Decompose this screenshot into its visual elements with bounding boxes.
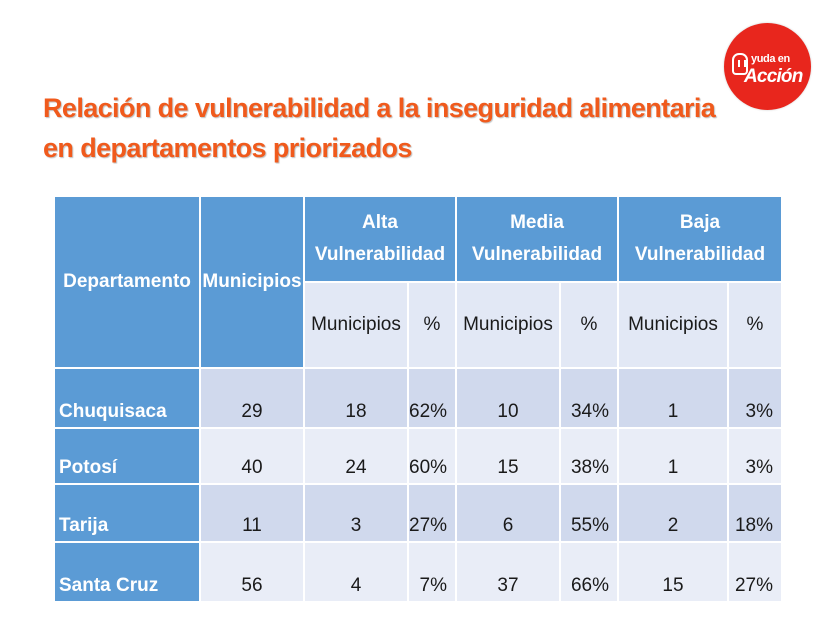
cell-alta-pct: 27% xyxy=(407,483,457,543)
title-line-2: en departamentos priorizados xyxy=(43,133,412,163)
cell-municipios: 11 xyxy=(199,483,305,543)
header-media-vulnerabilidad: Media Vulnerabilidad xyxy=(455,195,619,283)
cell-departamento: Chuquisaca xyxy=(53,367,201,429)
cell-alta-pct: 60% xyxy=(407,427,457,485)
header-departamento: Departamento xyxy=(53,195,201,369)
hand-icon xyxy=(732,53,748,75)
header-media-line-1: Media xyxy=(510,212,564,233)
cell-departamento: Santa Cruz xyxy=(53,541,201,603)
logo-text-top: yuda en xyxy=(751,53,790,65)
cell-media-municipios: 37 xyxy=(455,541,561,603)
table-row: Potosí 40 24 60% 15 38% 1 3% xyxy=(53,427,783,485)
cell-municipios: 29 xyxy=(199,367,305,429)
vulnerability-table: Departamento Municipios Alta Vulnerabili… xyxy=(53,195,783,603)
table-row: Santa Cruz 56 4 7% 37 66% 15 27% xyxy=(53,541,783,603)
cell-baja-pct: 3% xyxy=(727,367,783,429)
cell-media-pct: 38% xyxy=(559,427,619,485)
header-alta-vulnerabilidad: Alta Vulnerabilidad xyxy=(303,195,457,283)
cell-media-pct: 55% xyxy=(559,483,619,543)
logo-text-bottom: Acción xyxy=(744,66,803,87)
cell-media-pct: 66% xyxy=(559,541,619,603)
table-row: Tarija 11 3 27% 6 55% 2 18% xyxy=(53,483,783,543)
header-baja-line-2: Vulnerabilidad xyxy=(634,244,766,265)
cell-alta-pct: 62% xyxy=(407,367,457,429)
subheader-media-municipios: Municipios xyxy=(455,281,561,369)
header-alta-line-2: Vulnerabilidad xyxy=(314,244,446,265)
title-line-1: Relación de vulnerabilidad a la inseguri… xyxy=(43,93,716,123)
header-baja-vulnerabilidad: Baja Vulnerabilidad xyxy=(617,195,783,283)
subheader-media-pct: % xyxy=(559,281,619,369)
cell-baja-pct: 18% xyxy=(727,483,783,543)
cell-departamento: Potosí xyxy=(53,427,201,485)
cell-alta-pct: 7% xyxy=(407,541,457,603)
table-row: Chuquisaca 29 18 62% 10 34% 1 3% xyxy=(53,367,783,429)
cell-baja-pct: 27% xyxy=(727,541,783,603)
header-alta-line-1: Alta xyxy=(362,212,398,233)
cell-baja-municipios: 1 xyxy=(617,427,729,485)
subheader-alta-pct: % xyxy=(407,281,457,369)
cell-departamento: Tarija xyxy=(53,483,201,543)
cell-media-municipios: 15 xyxy=(455,427,561,485)
header-baja-line-1: Baja xyxy=(679,212,721,233)
cell-alta-municipios: 24 xyxy=(303,427,409,485)
cell-media-municipios: 6 xyxy=(455,483,561,543)
cell-media-pct: 34% xyxy=(559,367,619,429)
ayuda-en-accion-logo: yuda en Acción xyxy=(724,23,811,110)
cell-baja-municipios: 1 xyxy=(617,367,729,429)
cell-municipios: 40 xyxy=(199,427,305,485)
cell-baja-municipios: 15 xyxy=(617,541,729,603)
slide-title: Relación de vulnerabilidad a la inseguri… xyxy=(43,88,716,168)
subheader-baja-pct: % xyxy=(727,281,783,369)
cell-municipios: 56 xyxy=(199,541,305,603)
cell-alta-municipios: 4 xyxy=(303,541,409,603)
subheader-alta-municipios: Municipios xyxy=(303,281,409,369)
cell-baja-pct: 3% xyxy=(727,427,783,485)
header-media-line-2: Vulnerabilidad xyxy=(471,244,603,265)
subheader-baja-municipios: Municipios xyxy=(617,281,729,369)
cell-media-municipios: 10 xyxy=(455,367,561,429)
cell-baja-municipios: 2 xyxy=(617,483,729,543)
header-municipios: Municipios xyxy=(199,195,305,369)
cell-alta-municipios: 18 xyxy=(303,367,409,429)
cell-alta-municipios: 3 xyxy=(303,483,409,543)
